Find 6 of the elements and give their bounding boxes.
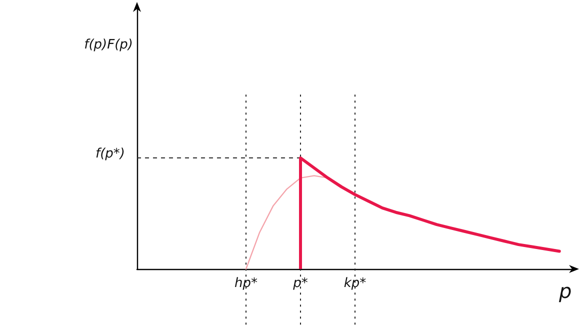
x-tick-label: kp*	[344, 276, 367, 291]
ref-line-label: f(p*)	[96, 146, 125, 162]
x-tick-label: hp*	[234, 276, 258, 291]
text: f(p)F(p)	[84, 38, 133, 52]
x-tick-label: p*	[292, 276, 308, 291]
x-axis-title: p	[558, 279, 572, 303]
